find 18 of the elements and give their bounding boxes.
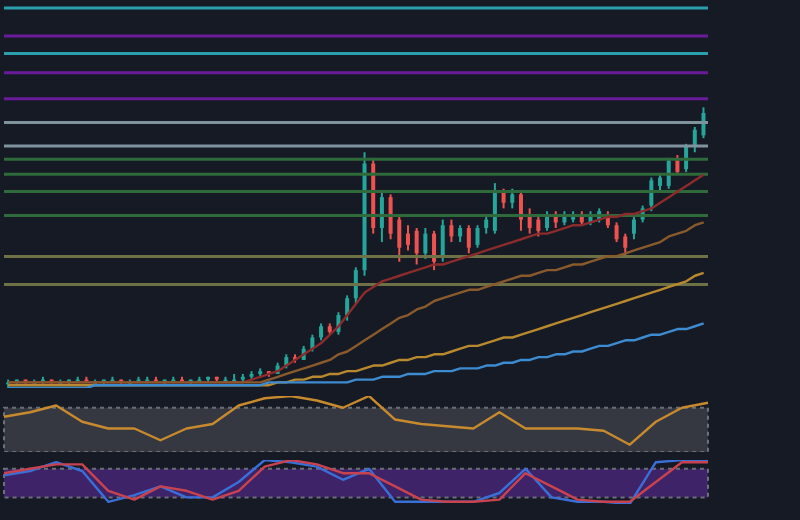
candlestick: [345, 294, 350, 322]
candlestick: [675, 154, 680, 176]
candlestick: [414, 227, 419, 266]
candlestick: [379, 190, 384, 244]
candlestick: [692, 126, 697, 154]
candlestick: [423, 227, 428, 260]
candlestick: [614, 221, 619, 244]
candlestick: [405, 224, 410, 252]
candlestick: [510, 187, 515, 210]
candlestick: [449, 218, 454, 244]
candlestick: [631, 215, 636, 241]
candlestick: [649, 176, 654, 213]
candlestick: [466, 224, 471, 255]
candlestick: [440, 218, 445, 263]
candlestick: [475, 224, 480, 249]
candlestick: [536, 215, 541, 238]
candlestick: [397, 213, 402, 263]
candlestick: [388, 193, 393, 241]
